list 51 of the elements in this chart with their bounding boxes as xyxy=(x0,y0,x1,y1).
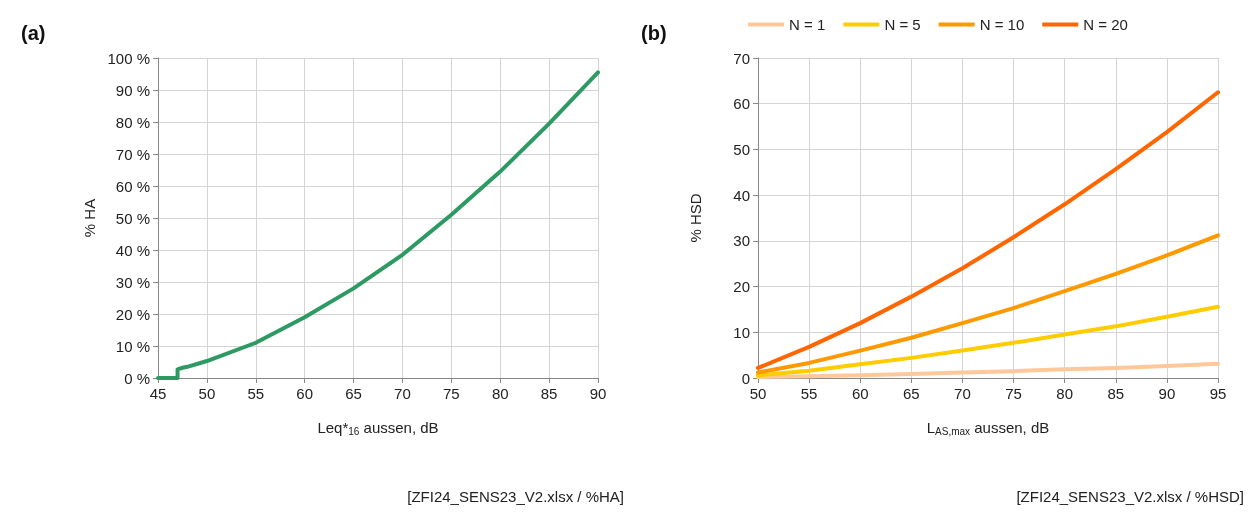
y-tick-label: 80 % xyxy=(115,113,150,131)
chart-title: (a) xyxy=(21,22,46,44)
y-axis-title: % HSD xyxy=(687,193,704,243)
y-axis-title: % HA xyxy=(80,198,98,238)
x-tick-label: 50 xyxy=(198,385,216,402)
y-tick-label: 50 xyxy=(733,140,750,158)
y-tick-label: 40 xyxy=(733,186,750,204)
legend-label: N = 20 xyxy=(1083,16,1128,33)
x-tick-label: 90 xyxy=(589,385,607,402)
x-tick-label: 75 xyxy=(1005,385,1022,402)
y-tick-label: 90 % xyxy=(115,81,150,99)
x-tick-label: 60 xyxy=(851,385,869,402)
y-tick-label: 30 xyxy=(733,232,750,250)
y-tick-label: 60 % xyxy=(115,177,150,195)
x-tick-label: 85 xyxy=(540,385,558,402)
x-tick-label: 85 xyxy=(1107,385,1125,402)
y-tick-label: 40 % xyxy=(115,241,150,259)
y-tick-label: 20 xyxy=(733,278,750,296)
x-tick-label: 80 xyxy=(491,385,509,402)
x-tick-label: 55 xyxy=(247,385,265,402)
x-tick-label: 95 xyxy=(1209,385,1227,402)
x-tick-label: 65 xyxy=(345,385,362,402)
y-tick-label: 10 % xyxy=(115,337,150,355)
y-tick-label: 100 % xyxy=(107,49,150,67)
x-tick-label: 75 xyxy=(442,385,460,402)
legend-label: N = 1 xyxy=(789,16,826,33)
x-tick-label: 60 xyxy=(296,385,314,402)
line-series xyxy=(756,233,1220,375)
y-tick-label: 0 % xyxy=(124,369,150,387)
line-series xyxy=(756,90,1220,370)
x-tick-label: 70 xyxy=(954,385,971,402)
x-tick-label: 45 xyxy=(149,385,167,402)
y-tick-label: 60 xyxy=(733,95,750,113)
text: [ZFI24_SENS23_V2.xlsx / %HSD] xyxy=(1016,488,1245,505)
legend-label: N = 10 xyxy=(979,16,1025,33)
y-tick-label: 10 xyxy=(733,323,750,341)
y-tick-label: 70 % xyxy=(115,145,150,163)
x-tick-label: 65 xyxy=(902,385,920,402)
y-tick-label: 50 % xyxy=(115,209,150,227)
y-tick-label: 30 % xyxy=(115,273,150,291)
x-tick-label: 70 xyxy=(394,385,411,402)
x-tick-label: 80 xyxy=(1056,385,1074,402)
y-tick-label: 0 xyxy=(741,369,750,387)
x-tick-label: 55 xyxy=(800,385,818,402)
legend-label: N = 5 xyxy=(884,16,921,33)
y-tick-label: 70 xyxy=(733,49,750,67)
chart-title: (b) xyxy=(641,22,667,44)
text: [ZFI24_SENS23_V2.xlsx / %HA] xyxy=(407,488,625,505)
y-tick-label: 20 % xyxy=(115,305,150,323)
x-tick-label: 90 xyxy=(1158,385,1176,402)
x-tick-label: 50 xyxy=(749,385,767,402)
